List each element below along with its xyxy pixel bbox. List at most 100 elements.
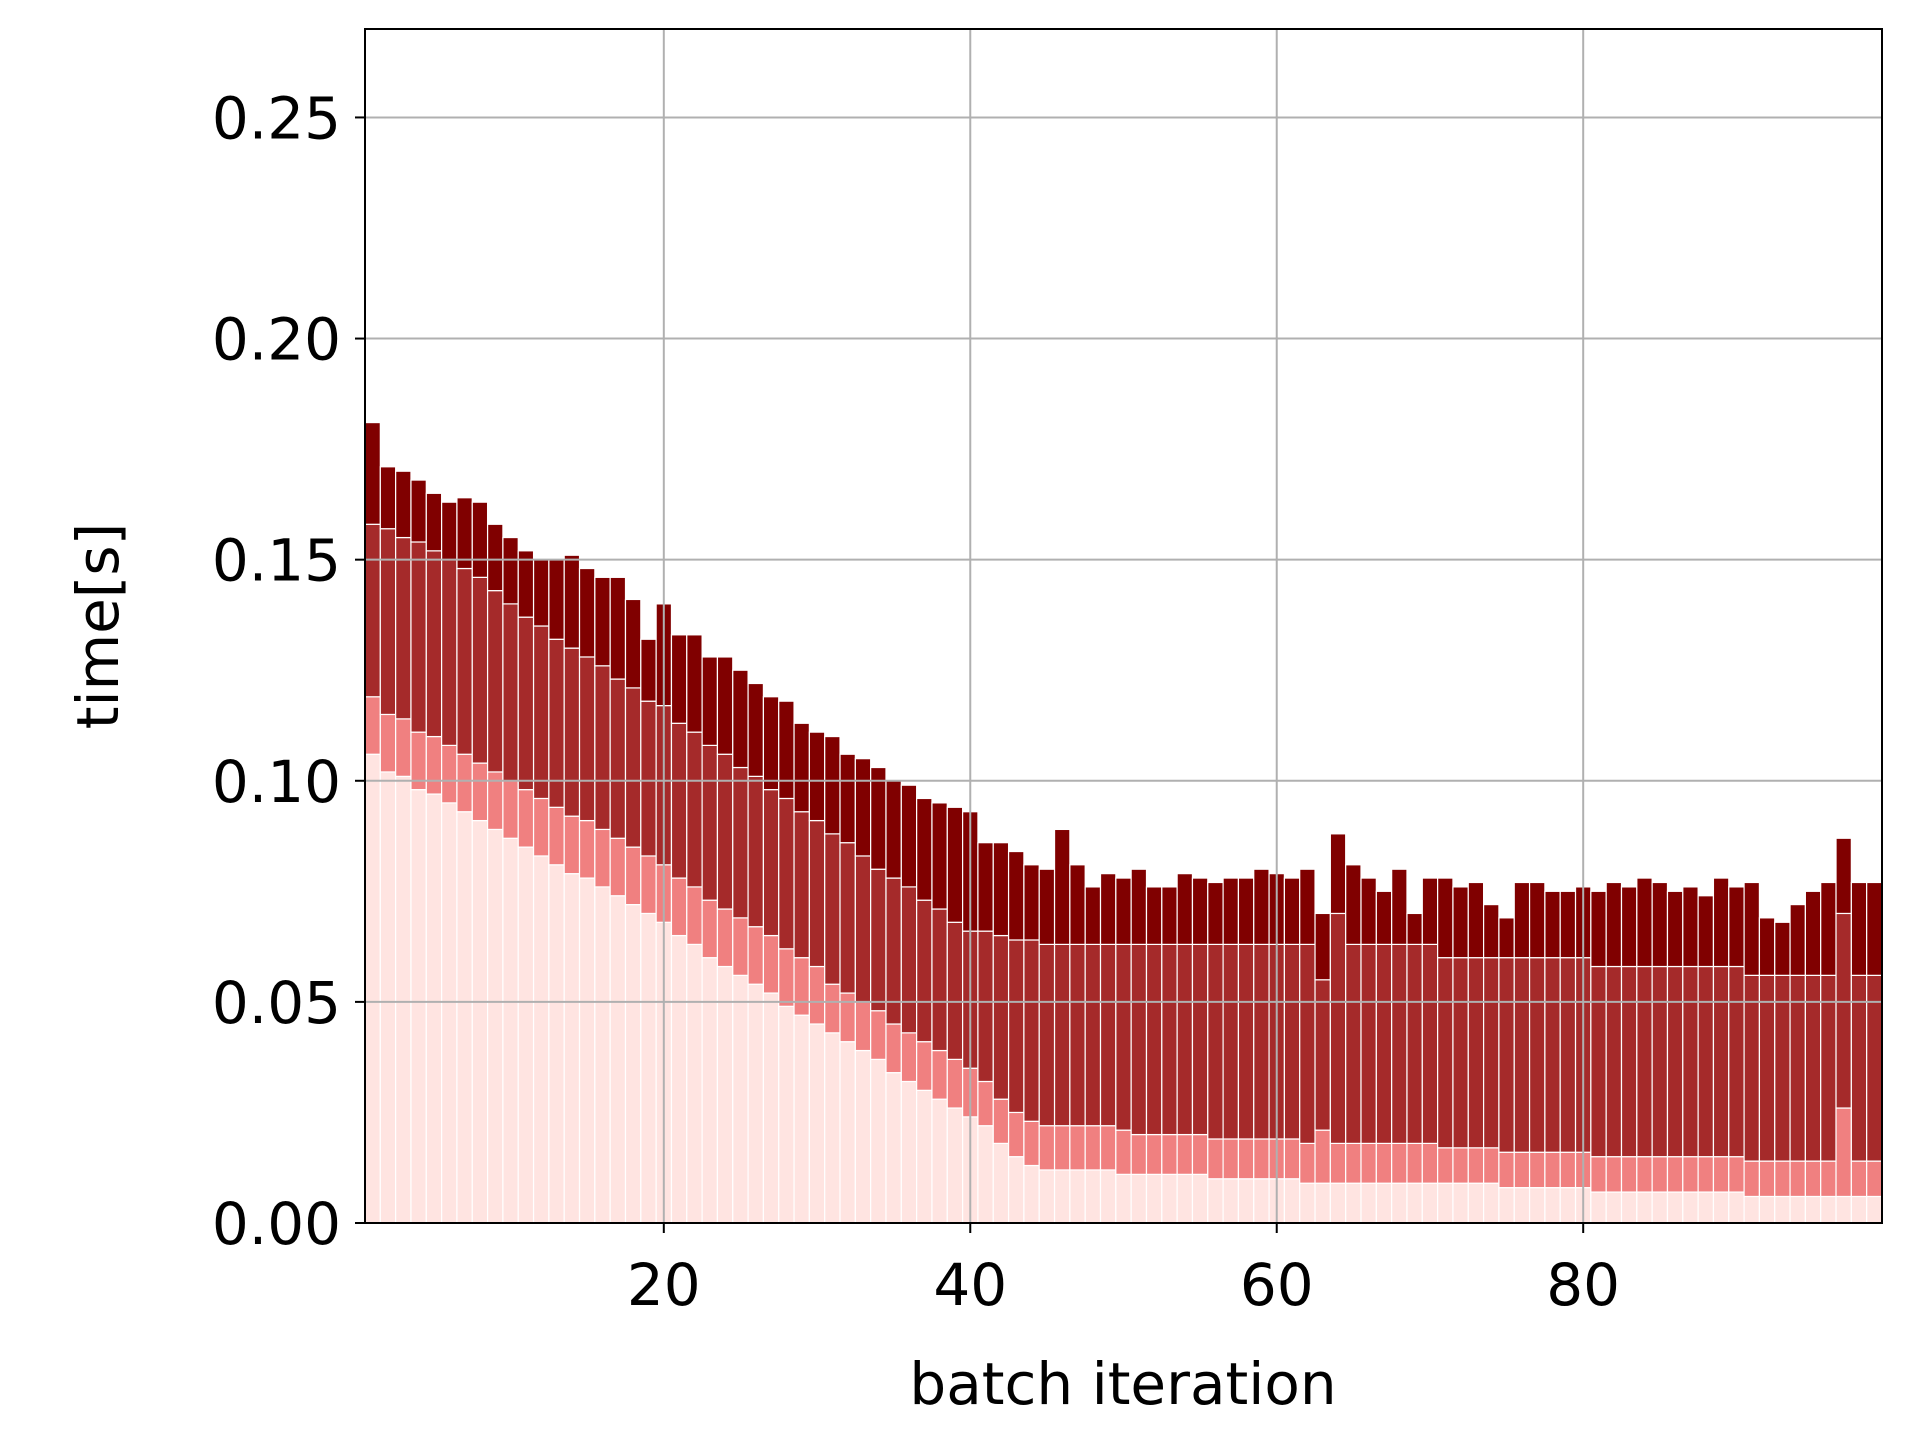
bar-segment — [1789, 974, 1806, 1162]
x-tick-label: 40 — [933, 1251, 1007, 1319]
bar-segment — [1528, 1187, 1546, 1224]
bar-segment — [1145, 943, 1163, 1136]
bar-segment — [1253, 1138, 1270, 1180]
bar-segment — [1253, 1178, 1270, 1224]
bar-segment — [1191, 877, 1209, 945]
bar-segment — [701, 899, 719, 959]
bar-segment — [624, 903, 642, 1224]
bar-segment — [1283, 943, 1301, 1140]
bar-segment — [1666, 1156, 1684, 1193]
bar-segment — [425, 735, 443, 795]
bar-segment — [1375, 890, 1393, 945]
bar-segment — [1023, 1164, 1040, 1224]
y-tick-label: 0.00 — [212, 1190, 341, 1258]
bar-segment — [1437, 957, 1454, 1149]
bar-segment — [1559, 1151, 1577, 1189]
bar-segment — [395, 775, 412, 1224]
bar-segment — [1789, 903, 1806, 976]
bar-segment — [1728, 1156, 1745, 1193]
bar-segment — [1406, 912, 1423, 946]
bar-segment — [946, 921, 964, 1060]
bar-segment — [1559, 1187, 1577, 1224]
bar-segment — [839, 1041, 856, 1224]
bar-segment — [1712, 1156, 1730, 1193]
bar-segment — [1758, 1195, 1776, 1224]
bar-segment — [1804, 1160, 1822, 1198]
bar-segment — [1651, 1156, 1669, 1193]
bar-segment — [578, 567, 596, 658]
bar-segment — [900, 1080, 918, 1224]
bar-segment — [395, 536, 412, 720]
bar-segment — [1191, 1173, 1209, 1224]
bar-segment — [563, 873, 581, 1224]
bar-segment — [563, 815, 581, 875]
bar-segment — [441, 802, 458, 1224]
bar-segment — [1099, 873, 1117, 946]
bar-segment — [1866, 881, 1883, 976]
bar-segment — [1482, 903, 1500, 959]
bar-segment — [1237, 943, 1255, 1140]
bar-segment — [1007, 1156, 1025, 1224]
bar-segment — [548, 806, 565, 866]
y-tick-label: 0.10 — [212, 748, 341, 816]
bar-segment — [1467, 1147, 1485, 1184]
bar-segment — [824, 983, 841, 1034]
bar-segment — [563, 647, 581, 817]
bar-segment — [456, 811, 473, 1224]
bar-segment — [1513, 957, 1531, 1153]
bar-segment — [1605, 965, 1623, 1158]
bar-segment — [456, 753, 473, 813]
bar-segment — [1682, 965, 1699, 1158]
bar-segment — [1069, 864, 1086, 945]
bar-segment — [1222, 877, 1240, 945]
bar-segment — [1774, 921, 1791, 976]
bar-segment — [1283, 1138, 1301, 1180]
bar-segment — [517, 846, 535, 1224]
y-axis-label: time[s] — [64, 523, 132, 730]
bar-segment — [1467, 881, 1485, 959]
bar-segment — [1283, 877, 1301, 945]
bar-segment — [1850, 881, 1868, 976]
bar-segment — [1421, 1182, 1439, 1224]
bar-segment — [1544, 957, 1561, 1153]
bar-segment — [1605, 1156, 1623, 1193]
bar-segment — [1774, 1160, 1791, 1198]
bar-segment — [1544, 890, 1561, 959]
bar-segment — [441, 559, 458, 747]
bar-segment — [1835, 837, 1852, 915]
bar-segment — [1069, 943, 1086, 1127]
bar-segment — [1176, 873, 1194, 946]
bar-segment — [486, 828, 504, 1224]
bar-segment — [1421, 1142, 1439, 1184]
bar-segment — [441, 744, 458, 804]
bar-segment — [1084, 886, 1102, 946]
bar-segment — [548, 638, 565, 808]
bar-segment — [778, 700, 795, 800]
bar-segment — [1053, 1125, 1071, 1171]
bar-segment — [1651, 965, 1669, 1158]
bar-segment — [885, 1072, 902, 1224]
bar-segment — [1666, 1191, 1684, 1224]
bar-segment — [532, 625, 550, 800]
bar-segment — [1590, 890, 1607, 968]
bar-segment — [1099, 1125, 1117, 1171]
bar-segment — [1559, 957, 1577, 1153]
bar-segment — [1712, 1191, 1730, 1224]
bar-segment — [670, 877, 688, 937]
bar-segment — [1498, 1187, 1515, 1224]
bar-segment — [1007, 1111, 1025, 1158]
bar-segment — [1391, 1142, 1408, 1184]
x-tick-label: 60 — [1240, 1251, 1314, 1319]
bar-segment — [441, 501, 458, 561]
bar-segment — [1728, 886, 1745, 968]
bar-segment — [379, 771, 397, 1224]
bar-segment — [946, 806, 964, 923]
bar-segment — [1283, 1178, 1301, 1224]
bar-segment — [1375, 943, 1393, 1145]
bar-segment — [686, 943, 703, 1224]
bar-segment — [1835, 912, 1852, 1109]
bar-segment — [701, 957, 719, 1224]
bar-segment — [1866, 974, 1883, 1162]
bar-segment — [1375, 1142, 1393, 1184]
